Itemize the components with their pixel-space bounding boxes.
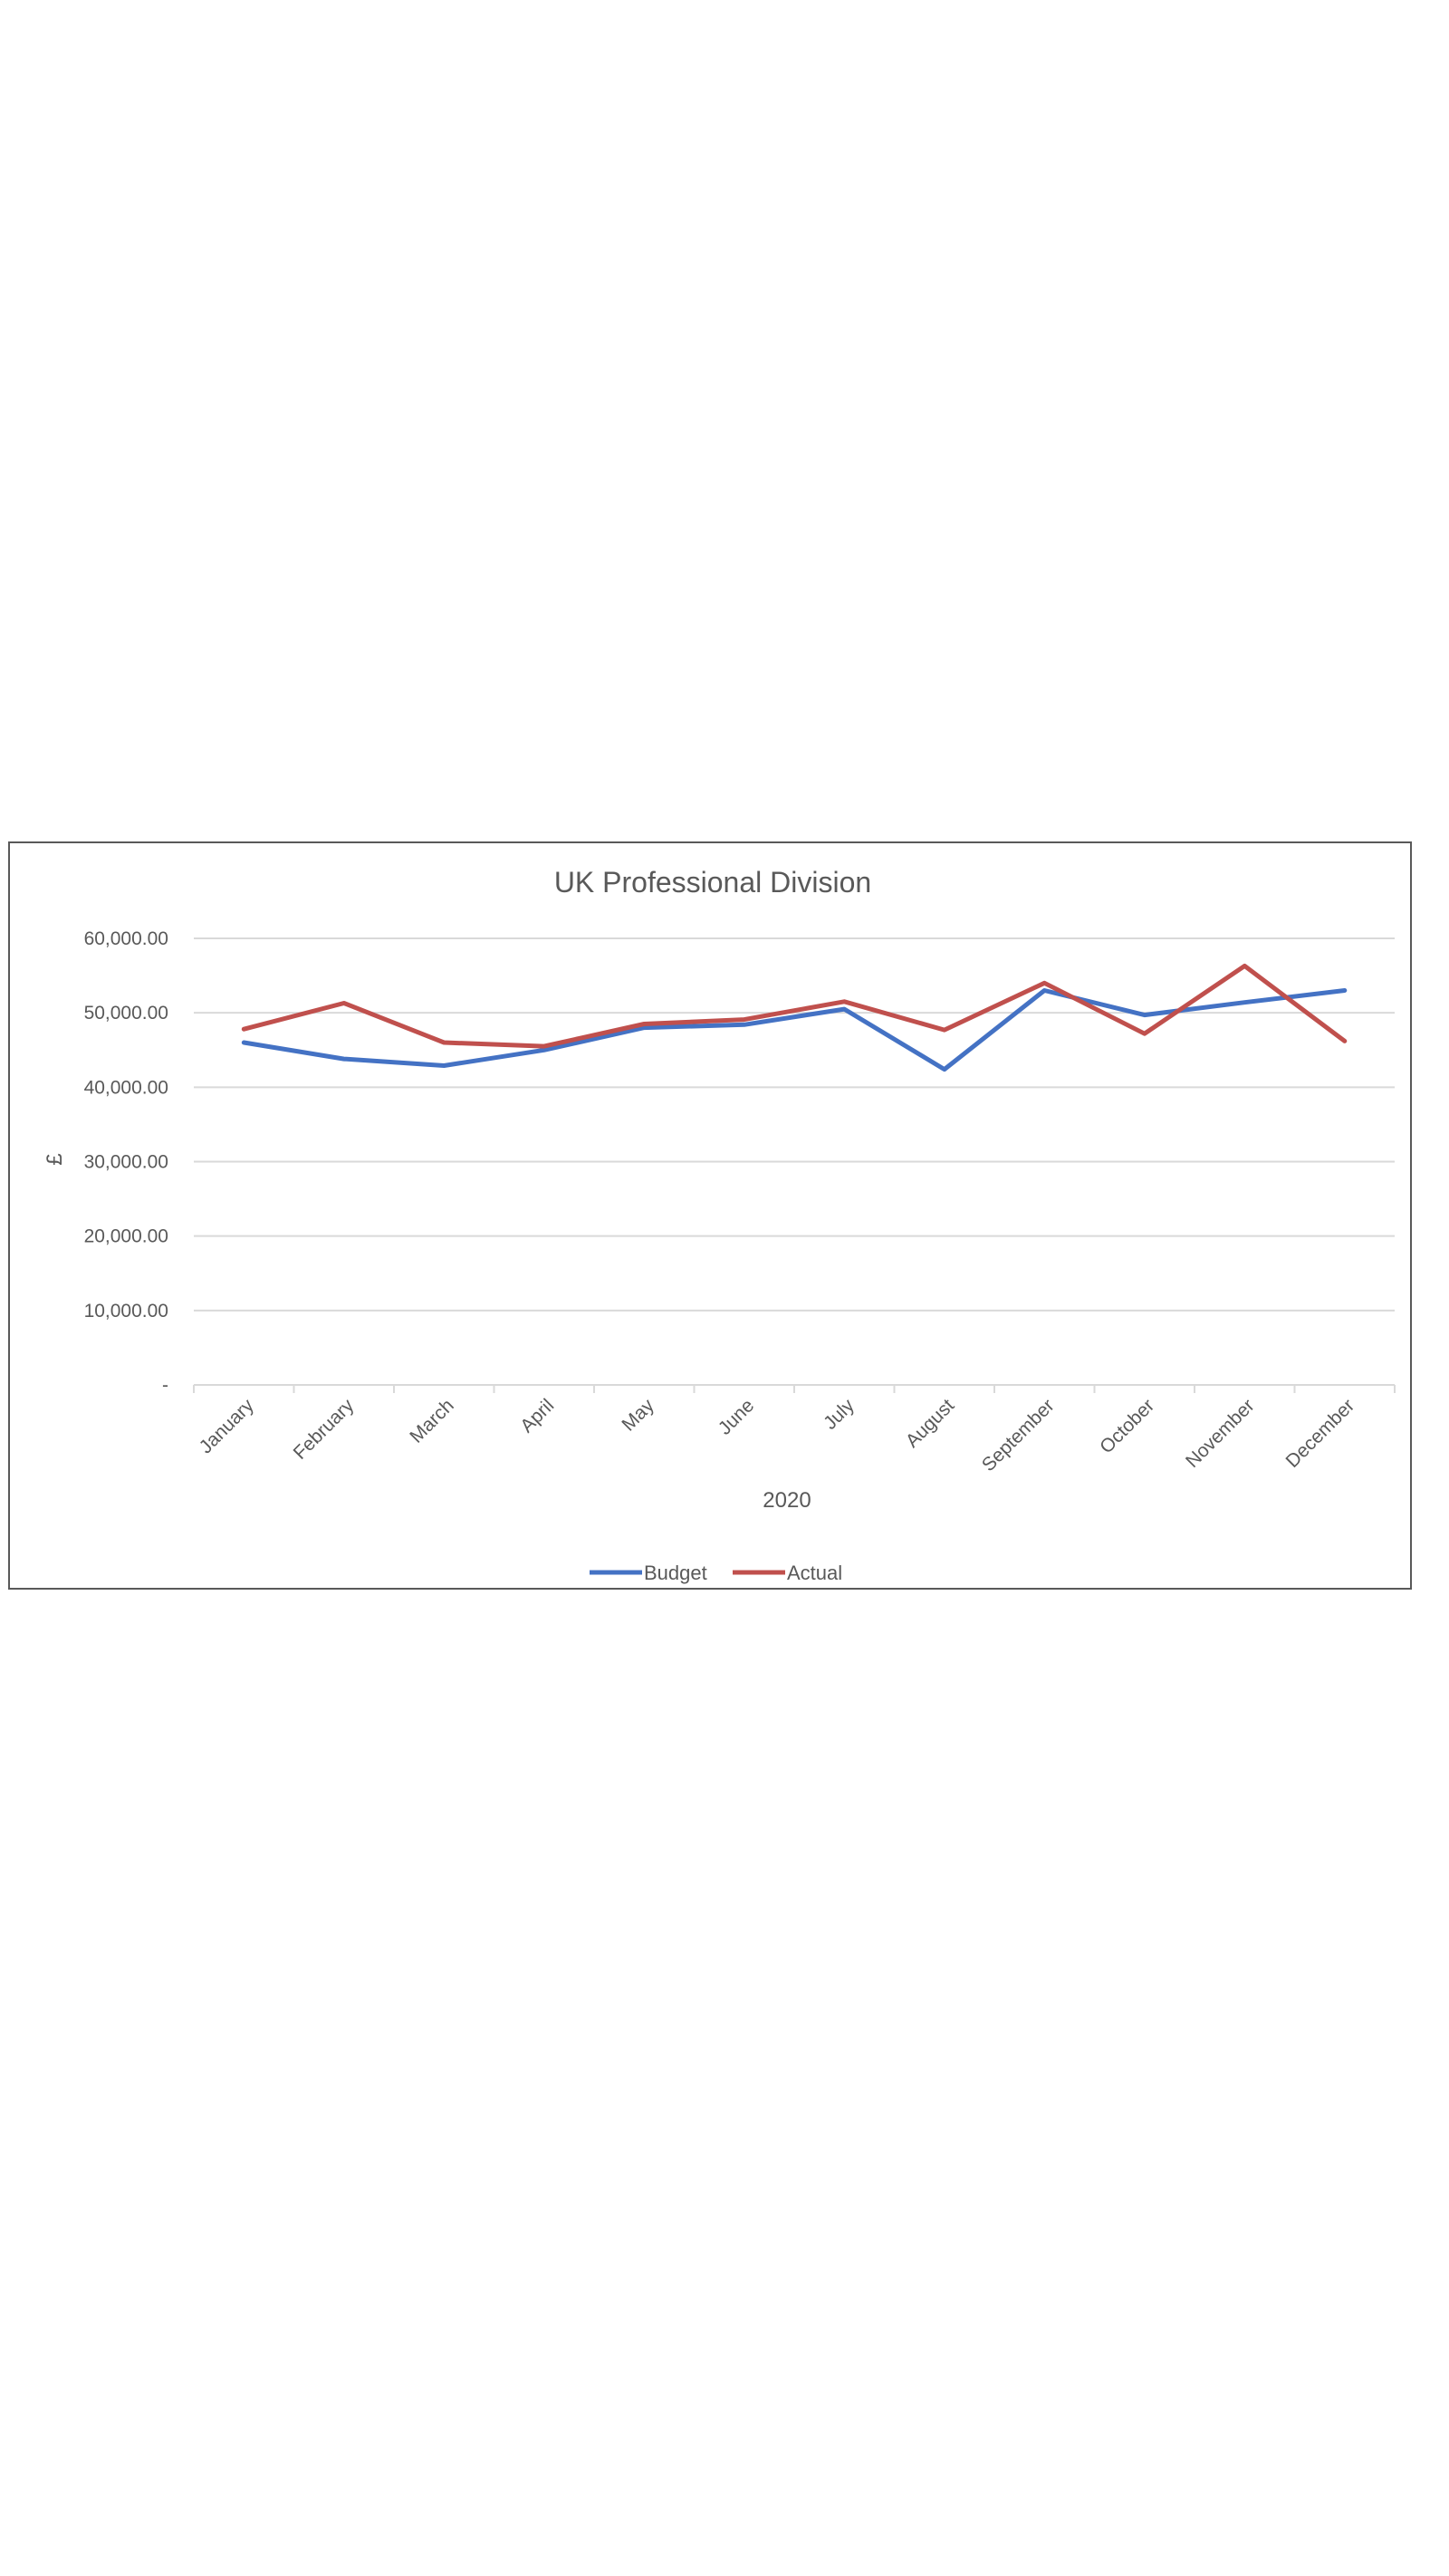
- legend-label-actual: Actual: [787, 1562, 842, 1584]
- x-tick-label: November: [1182, 1395, 1259, 1472]
- y-tick-label: -: [162, 1375, 168, 1396]
- legend: Budget Actual: [590, 1562, 842, 1584]
- series-lines: [241, 963, 1348, 1072]
- chart-frame: UK Professional Division - 10,000.00 20,00…: [8, 841, 1412, 1590]
- series-line-budget: [241, 988, 1348, 1072]
- legend-label-budget: Budget: [644, 1562, 707, 1584]
- y-tick-label: 10,000.00: [84, 1301, 168, 1322]
- x-tick-label: June: [715, 1395, 758, 1438]
- y-tick-label: 20,000.00: [84, 1226, 168, 1247]
- y-tick-label: 40,000.00: [84, 1077, 168, 1098]
- x-axis: [193, 1384, 1396, 1393]
- x-tick-label: January: [196, 1395, 258, 1457]
- x-axis-tick-labels: January February March April May June July Augu…: [196, 1395, 1359, 1475]
- series-line-actual: [241, 963, 1348, 1049]
- x-tick-label: May: [618, 1395, 658, 1436]
- x-tick-label: December: [1282, 1395, 1359, 1472]
- x-tick-label: February: [290, 1395, 359, 1464]
- line-chart: UK Professional Division - 10,000.00 20,00…: [43, 866, 1396, 1584]
- y-tick-label: 30,000.00: [84, 1152, 168, 1173]
- x-tick-label: September: [978, 1395, 1059, 1475]
- x-tick-label: October: [1096, 1395, 1158, 1457]
- y-tick-label: 50,000.00: [84, 1003, 168, 1024]
- x-tick-label: July: [820, 1395, 859, 1434]
- x-tick-label: August: [902, 1395, 959, 1452]
- x-axis-title: 2020: [763, 1488, 811, 1513]
- x-tick-label: April: [516, 1395, 558, 1437]
- y-axis-title: £: [43, 1153, 67, 1165]
- gridlines: [194, 937, 1395, 1312]
- chart-title: UK Professional Division: [554, 866, 871, 899]
- y-tick-label: 60,000.00: [84, 928, 168, 949]
- y-axis-tick-labels: - 10,000.00 20,000.00 30,000.00 40,000.00 50,…: [84, 928, 168, 1396]
- x-tick-label: March: [406, 1395, 458, 1447]
